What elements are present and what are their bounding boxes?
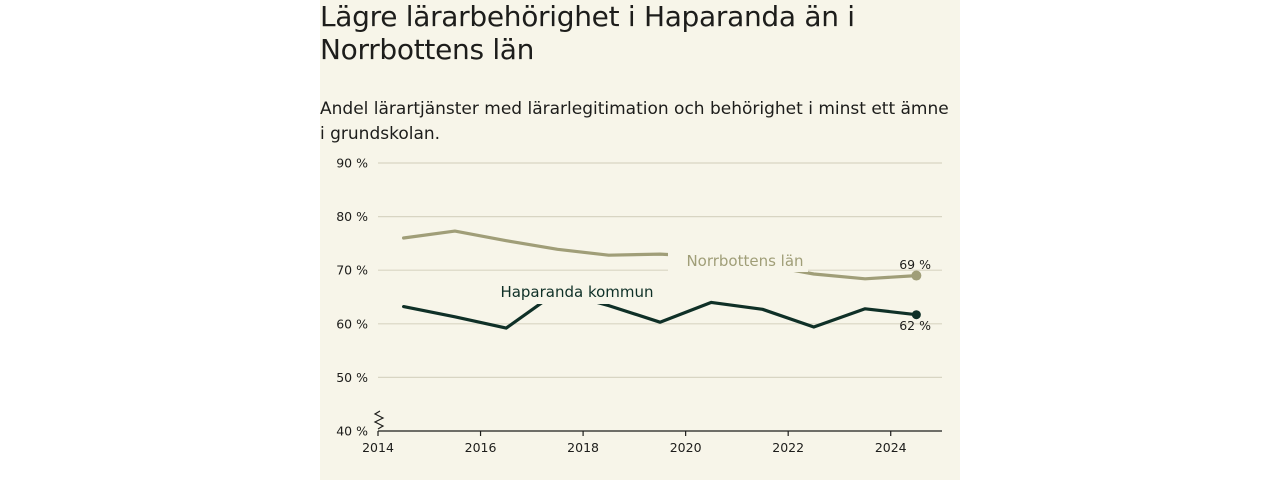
end-point-marker bbox=[911, 310, 921, 320]
series-lines bbox=[402, 229, 922, 330]
label-mask bbox=[492, 278, 662, 304]
series-labels: Norrbottens län Haparanda kommun 69 % 62 % bbox=[500, 252, 931, 333]
chart-panel bbox=[320, 0, 960, 480]
label-mask bbox=[668, 246, 808, 272]
series-line-norrbotten bbox=[402, 229, 918, 281]
end-value-label: 69 % bbox=[899, 257, 931, 272]
x-tick-label: 2014 bbox=[362, 440, 394, 455]
series-name-label: Haparanda kommun bbox=[500, 283, 653, 301]
axis-break-icon bbox=[373, 410, 385, 430]
chart-title: Lägre lärarbehörighet i Haparanda än i N… bbox=[320, 0, 855, 66]
y-tick-label: 40 % bbox=[336, 424, 368, 439]
end-point-marker bbox=[911, 270, 922, 281]
end-value-label: 62 % bbox=[899, 318, 931, 333]
x-tick-label: 2024 bbox=[875, 440, 907, 455]
series-name-label: Norrbottens län bbox=[686, 252, 803, 270]
x-tick-label: 2022 bbox=[772, 440, 804, 455]
y-tick-label: 50 % bbox=[336, 370, 368, 385]
series-line-haparanda bbox=[402, 290, 918, 330]
y-tick-label: 70 % bbox=[336, 263, 368, 278]
x-tick-label: 2016 bbox=[465, 440, 497, 455]
y-axis-ticks: 40 % 50 % 60 % 70 % 80 % 90 % bbox=[336, 156, 368, 439]
y-tick-label: 80 % bbox=[336, 209, 368, 224]
y-tick-label: 90 % bbox=[336, 156, 368, 171]
chart-subtitle: Andel lärartjänster med lärarlegitimatio… bbox=[320, 99, 949, 144]
y-tick-label: 60 % bbox=[336, 316, 368, 331]
x-tick-label: 2018 bbox=[567, 440, 599, 455]
x-tick-label: 2020 bbox=[670, 440, 702, 455]
x-axis-ticks: 2014 2016 2018 2020 2022 2024 bbox=[362, 431, 907, 455]
